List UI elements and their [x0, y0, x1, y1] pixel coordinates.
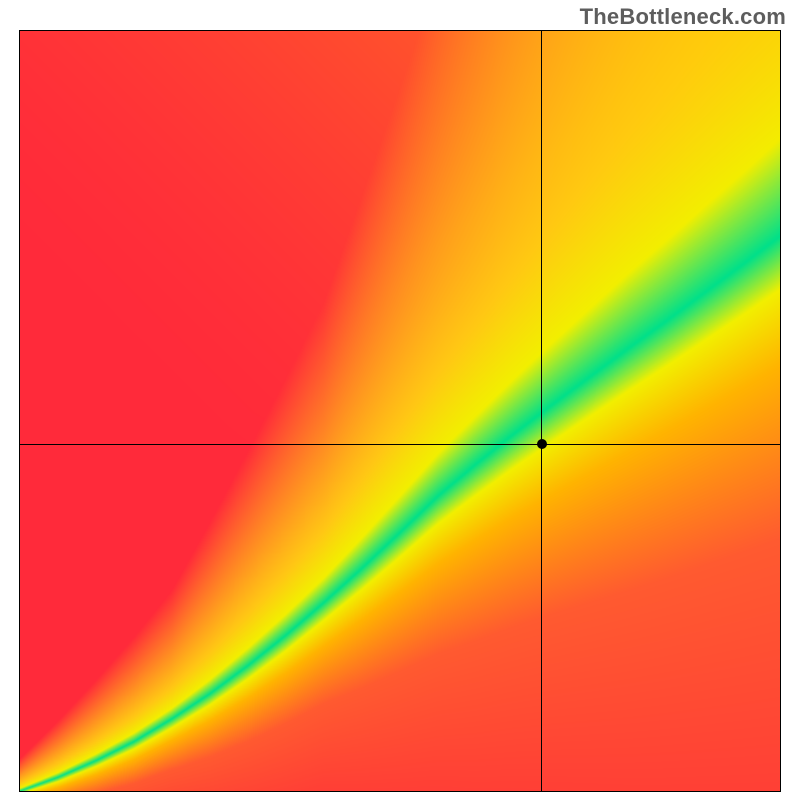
crosshair-marker — [537, 439, 547, 449]
crosshair-horizontal — [20, 444, 780, 445]
crosshair-vertical — [541, 31, 542, 791]
watermark-text: TheBottleneck.com — [580, 4, 786, 30]
plot-area — [19, 30, 781, 792]
chart-container: TheBottleneck.com — [0, 0, 800, 800]
heatmap-canvas — [20, 31, 780, 791]
